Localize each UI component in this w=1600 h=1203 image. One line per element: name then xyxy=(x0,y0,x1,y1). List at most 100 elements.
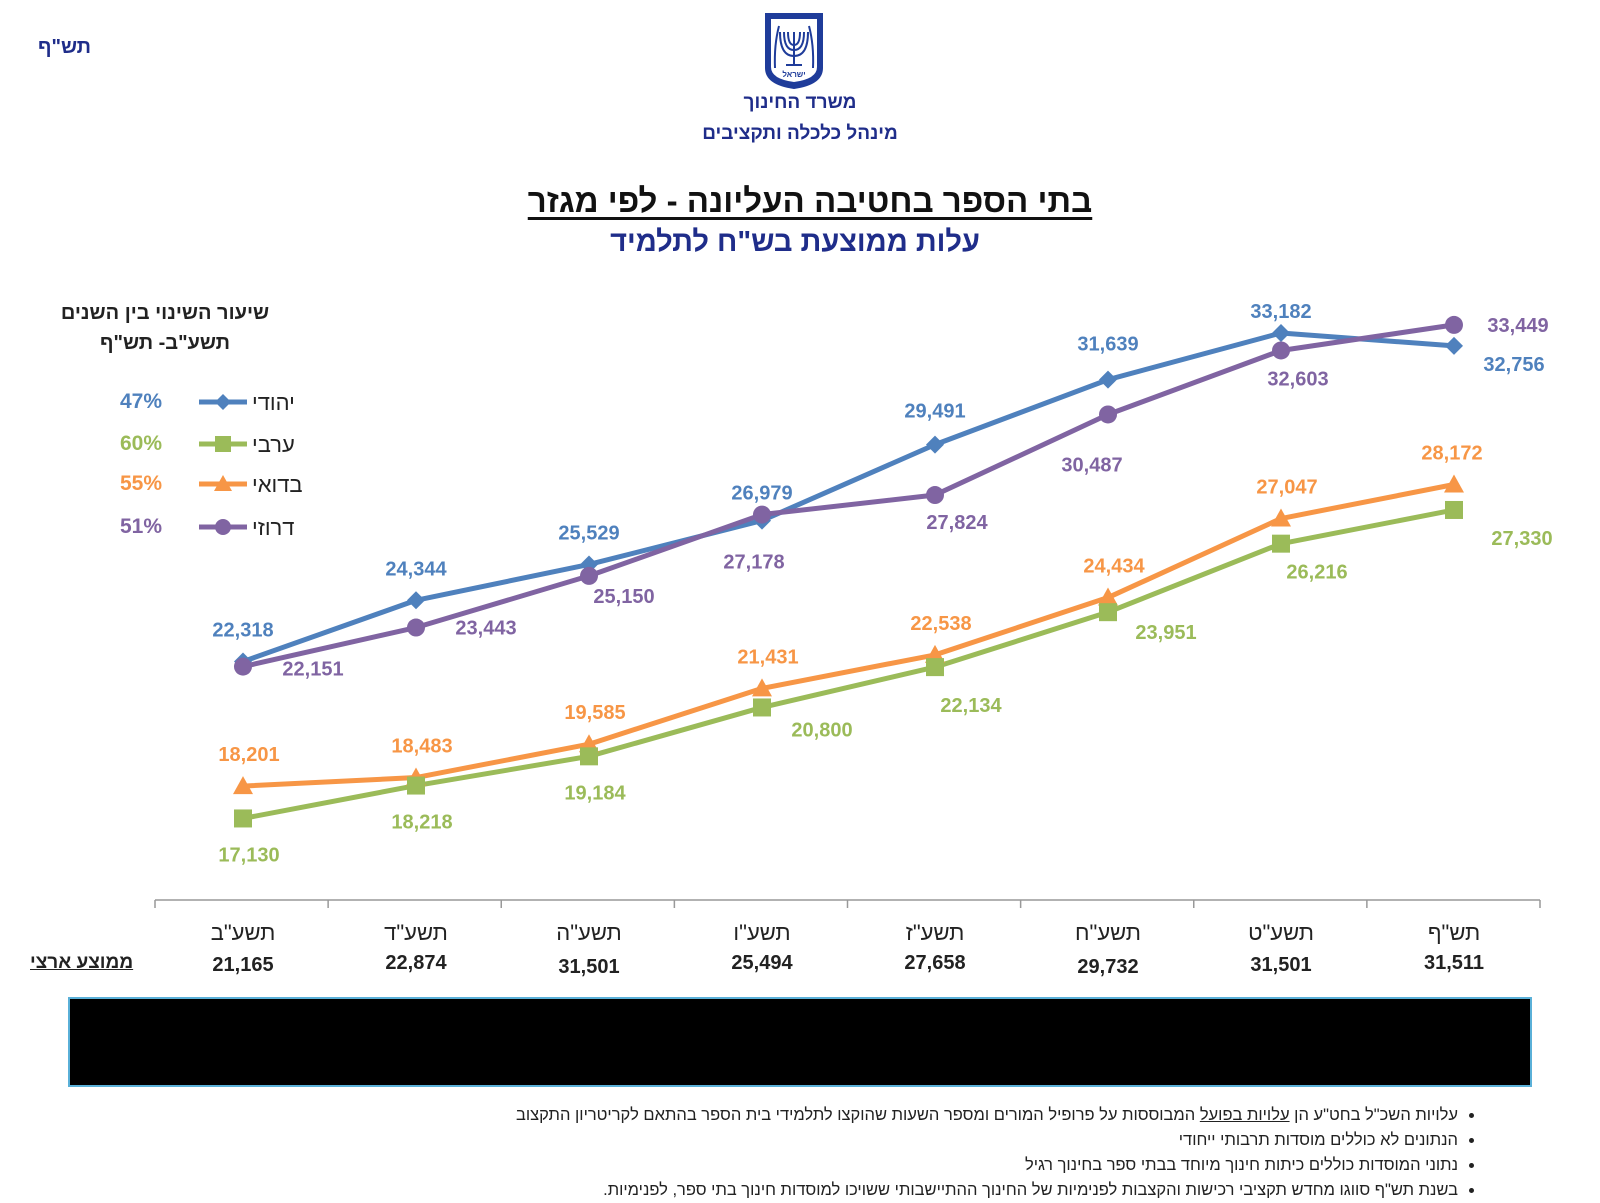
data-label-circle-3: 27,178 xyxy=(723,552,784,574)
emblem-text: ישראל xyxy=(782,70,805,79)
data-label-square-4: 22,134 xyxy=(940,695,1002,717)
marker-circle-4 xyxy=(926,486,944,505)
data-label-diamond-2: 25,529 xyxy=(558,522,619,544)
legend-title-line1: שיעור השינוי בין השנים xyxy=(60,302,270,324)
data-label-square-2: 19,184 xyxy=(564,782,626,804)
marker-triangle-7 xyxy=(1444,474,1464,493)
data-label-circle-5: 30,487 xyxy=(1061,454,1122,476)
data-label-diamond-7: 32,756 xyxy=(1483,354,1544,376)
legend-item-circle: 51% דרוזי xyxy=(110,513,310,543)
ministry-name: משרד החינוך xyxy=(743,92,857,113)
data-label-diamond-5: 31,639 xyxy=(1077,334,1138,356)
legend-title-line2: תשע"ב- תש"ף xyxy=(100,332,230,354)
data-label-square-1: 18,218 xyxy=(391,812,452,834)
marker-square-2 xyxy=(580,747,598,766)
marker-circle-0 xyxy=(234,657,252,676)
marker-circle-3 xyxy=(753,505,771,524)
national-average-value-3: 25,494 xyxy=(731,952,793,974)
data-label-circle-0: 22,151 xyxy=(282,659,343,681)
national-average-label: ממוצע ארצי xyxy=(30,952,134,973)
legend-item-square: 60% ערבי xyxy=(110,430,310,460)
legend-swatch-square xyxy=(199,436,247,452)
marker-circle-1 xyxy=(407,618,425,637)
x-tick-label-7: תש"ף xyxy=(1427,920,1481,945)
data-label-triangle-4: 22,538 xyxy=(910,613,971,635)
footnote-item: הנתונים לא כוללים מוסדות תרבותי ייחודי xyxy=(300,1128,1458,1153)
footnote-item: נתוני המוסדות כוללים כיתות חינוך מיוחד ב… xyxy=(300,1153,1458,1178)
x-tick-label-5: תשע"ח xyxy=(1075,920,1141,945)
national-average-value-2: 31,501 xyxy=(558,956,620,978)
data-label-triangle-3: 21,431 xyxy=(737,646,798,668)
data-label-circle-4: 27,824 xyxy=(926,512,988,534)
national-average-value-6: 31,501 xyxy=(1250,954,1312,976)
legend-item-triangle: 55% בדואי xyxy=(110,470,310,500)
data-label-triangle-1: 18,483 xyxy=(391,736,452,758)
marker-circle-5 xyxy=(1099,405,1117,424)
legend-name: ערבי xyxy=(252,432,295,457)
data-label-diamond-1: 24,344 xyxy=(385,558,447,580)
legend-swatch-circle xyxy=(199,519,247,535)
data-label-square-3: 20,800 xyxy=(791,719,852,741)
legend-title: שיעור השינוי בין השנים תשע"ב- תש"ף xyxy=(40,298,290,358)
state-emblem: ישראל xyxy=(762,10,826,90)
legend-name: בדואי xyxy=(252,472,303,497)
marker-triangle-3 xyxy=(752,678,772,697)
marker-square-3 xyxy=(753,698,771,717)
legend-pct: 51% xyxy=(120,515,163,538)
national-average-value-0: 21,165 xyxy=(212,954,274,976)
data-label-diamond-6: 33,182 xyxy=(1250,301,1311,323)
marker-triangle-5 xyxy=(1098,587,1118,606)
marker-diamond-7 xyxy=(1445,336,1463,355)
data-label-diamond-0: 22,318 xyxy=(212,620,273,642)
data-label-diamond-4: 29,491 xyxy=(904,401,965,423)
data-label-circle-2: 25,150 xyxy=(593,586,654,608)
footnote-item: בשנת תש"ף סווגו מחדש תקציבי רכישות והקצב… xyxy=(300,1178,1458,1203)
marker-circle-6 xyxy=(1272,341,1290,360)
data-label-triangle-2: 19,585 xyxy=(564,702,625,724)
marker-square-6 xyxy=(1272,534,1290,553)
chart-title: בתי הספר בחטיבה העליונה - לפי מגזר xyxy=(527,182,1093,219)
marker-triangle-0 xyxy=(233,776,253,795)
data-label-square-0: 17,130 xyxy=(218,844,279,866)
legend-item-diamond: 47% יהודי xyxy=(110,388,310,418)
marker-diamond-5 xyxy=(1099,370,1117,389)
marker-diamond-4 xyxy=(926,435,944,454)
data-label-square-5: 23,951 xyxy=(1135,622,1196,644)
series-line-circle xyxy=(242,322,1455,670)
marker-square-0 xyxy=(234,809,252,828)
data-label-circle-7: 33,449 xyxy=(1487,315,1548,337)
marker-square-1 xyxy=(407,776,425,795)
marker-square-5 xyxy=(1099,603,1117,622)
series-line-diamond xyxy=(242,330,1455,664)
redacted-block xyxy=(68,997,1532,1087)
data-label-triangle-0: 18,201 xyxy=(218,744,279,766)
data-label-diamond-3: 26,979 xyxy=(731,483,792,505)
legend-swatch-diamond xyxy=(199,394,247,410)
legend-pct: 47% xyxy=(120,390,163,413)
footnotes: עלויות השכ"ל בחט"ע הן עלויות בפועל המבוס… xyxy=(300,1103,1480,1203)
legend-pct: 60% xyxy=(120,432,163,455)
data-label-square-6: 26,216 xyxy=(1286,562,1347,584)
ministry-division: מינהל כלכלה ותקציבים xyxy=(702,123,898,144)
data-label-triangle-5: 24,434 xyxy=(1083,556,1145,578)
marker-diamond-6 xyxy=(1272,323,1290,342)
legend-pct: 55% xyxy=(120,472,163,495)
marker-diamond-1 xyxy=(407,591,425,610)
national-average-value-1: 22,874 xyxy=(385,952,447,974)
marker-square-7 xyxy=(1445,500,1463,519)
x-tick-label-3: תשע"ו xyxy=(733,920,791,945)
data-label-triangle-6: 27,047 xyxy=(1256,477,1317,499)
x-tick-label-2: תשע"ה xyxy=(556,920,622,945)
data-label-circle-6: 32,603 xyxy=(1267,368,1328,390)
national-average-value-5: 29,732 xyxy=(1077,956,1139,978)
data-label-circle-1: 23,443 xyxy=(455,618,516,640)
marker-circle-7 xyxy=(1445,315,1463,334)
data-label-square-7: 27,330 xyxy=(1491,528,1552,550)
x-tick-label-1: תשע"ד xyxy=(384,920,448,945)
data-label-triangle-7: 28,172 xyxy=(1421,443,1482,465)
x-tick-label-4: תשע"ז xyxy=(905,920,965,945)
chart-subtitle: עלות ממוצעת בש"ח לתלמיד xyxy=(610,226,980,258)
x-tick-label-0: תשע"ב xyxy=(210,920,276,945)
national-average-value-7: 31,511 xyxy=(1423,952,1485,974)
national-average-value-4: 27,658 xyxy=(904,952,966,974)
